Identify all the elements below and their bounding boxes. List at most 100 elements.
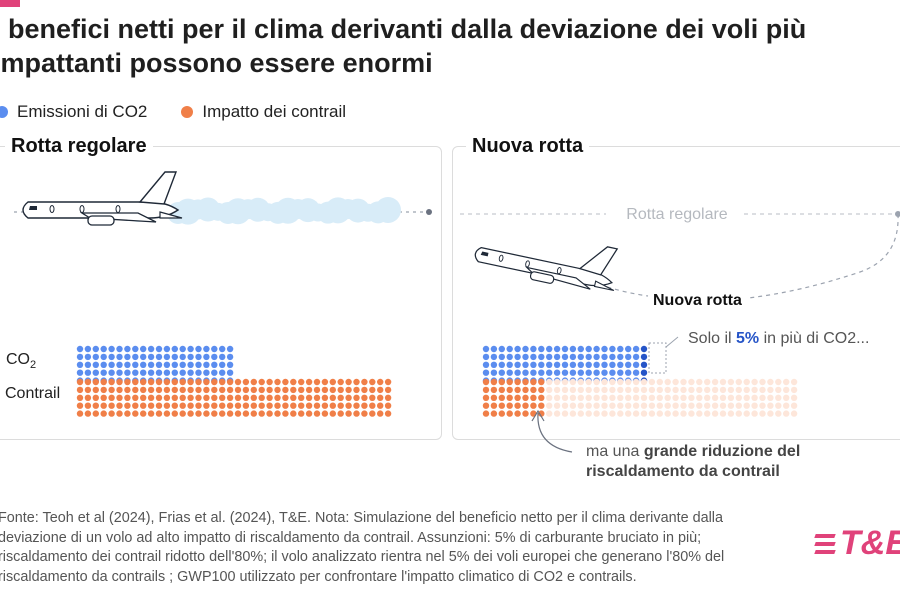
contrail-dot: [321, 378, 329, 386]
co2-dot: [226, 369, 234, 376]
contrail-avoided-dot: [743, 402, 750, 409]
co2-dot: [593, 353, 600, 361]
co2-dot: [482, 369, 490, 376]
co2-dot: [140, 345, 147, 353]
contrail-avoided-dot: [735, 394, 742, 401]
contrail-avoided-dot: [577, 378, 584, 386]
contrail-dot: [100, 378, 107, 386]
co2-dot: [140, 361, 147, 368]
contrail-dot: [482, 386, 490, 394]
contrail-dot: [298, 394, 305, 401]
co2-dot: [601, 369, 608, 376]
contrail-avoided-dot: [672, 410, 679, 417]
co2-dot: [569, 353, 577, 361]
contrail-dot: [147, 394, 155, 401]
contrail-dot: [155, 410, 163, 417]
contrail-dot: [290, 402, 297, 409]
contrail-avoided-dot: [719, 402, 727, 409]
legend: Emissioni di CO2 Impatto dei contrail: [0, 102, 380, 122]
contrail-avoided-dot: [593, 402, 600, 409]
contrail-dot: [132, 386, 139, 394]
co2-dot: [226, 345, 234, 353]
co2-dot: [617, 369, 624, 376]
contrail-dot: [530, 386, 537, 394]
contrail-avoided-dot: [704, 386, 711, 394]
co2-dot: [76, 345, 84, 353]
contrail-dot: [290, 386, 297, 394]
contrail-dot: [163, 378, 171, 386]
row-label-contrail: Contrail: [5, 385, 60, 402]
co2-dot: [482, 345, 490, 353]
contrail-avoided-dot: [648, 394, 656, 401]
co2-dot: [522, 369, 529, 376]
title-line-1: I benefici netti per il clima derivanti …: [0, 14, 807, 44]
co2-dot: [546, 361, 553, 368]
co2-dot: [490, 353, 498, 361]
contrail-dot: [234, 386, 242, 394]
contrail-dot: [274, 402, 281, 409]
contrail-dot: [124, 410, 131, 417]
contrail-dot: [369, 394, 376, 401]
contrail-dot: [147, 386, 155, 394]
footnote: Fonte: Teoh et al (2024), Frias et al. (…: [0, 509, 788, 587]
contrail-avoided-dot: [790, 402, 798, 409]
legend-contrail-dot-icon: [181, 106, 194, 118]
co2-dot: [108, 369, 115, 376]
contrail-dot: [124, 394, 131, 401]
contrail-avoided-dot: [790, 378, 798, 386]
contrail-avoided-dot: [640, 394, 648, 401]
co2-dot: [561, 369, 569, 376]
co2-dot: [92, 369, 100, 376]
label-regular-route-faded: Rotta regolare: [626, 206, 727, 223]
contrail-dot: [377, 394, 384, 401]
contrail-dot: [384, 402, 392, 409]
legend-item-co2: Emissioni di CO2: [0, 102, 147, 122]
contrail-dot: [298, 402, 305, 409]
contrail-dot: [140, 394, 147, 401]
contrail-avoided-dot: [625, 386, 632, 394]
contrail-dot: [203, 402, 210, 409]
contrail-avoided-dot: [672, 386, 679, 394]
contrail-avoided-dot: [783, 410, 790, 417]
contrail-dot: [282, 402, 289, 409]
contrail-dot: [506, 402, 513, 409]
contrail-avoided-dot: [790, 410, 798, 417]
contrail-dot: [538, 410, 545, 417]
contrail-dot: [155, 394, 163, 401]
co2-dot: [632, 345, 640, 353]
contrail-avoided-dot: [585, 402, 592, 409]
contrail-avoided-dot: [601, 402, 608, 409]
co2-dot: [132, 369, 139, 376]
contrail-avoided-dot: [664, 378, 671, 386]
co2-dot: [195, 369, 202, 376]
contrail-dot: [313, 386, 321, 394]
co2-dot: [569, 345, 577, 353]
co2-dot: [553, 361, 561, 368]
contrail-dot: [108, 402, 115, 409]
contrail-avoided-dot: [664, 386, 671, 394]
contrail-avoided-dot: [680, 386, 687, 394]
contrail-dot: [92, 394, 100, 401]
contrail-avoided-dot: [569, 410, 577, 417]
co2-extra-dot: [640, 361, 648, 368]
contrail-avoided-dot: [561, 402, 569, 409]
co2-dot: [195, 361, 202, 368]
contrail-avoided-dot: [577, 386, 584, 394]
contrail-dot: [490, 402, 498, 409]
contrail-dot: [506, 394, 513, 401]
contrail-dot: [522, 386, 529, 394]
co2-dot: [92, 361, 100, 368]
co2-dot: [195, 345, 202, 353]
contrail-dot: [100, 394, 107, 401]
contrail-dot: [116, 410, 123, 417]
contrail-avoided-dot: [632, 410, 640, 417]
contrail-dot: [203, 386, 210, 394]
contrail-avoided-dot: [593, 394, 600, 401]
co2-dot: [155, 369, 163, 376]
contrail-avoided-dot: [553, 410, 561, 417]
co2-dot: [92, 345, 100, 353]
contrail-dot: [345, 410, 352, 417]
co2-dot: [617, 345, 624, 353]
contrail-dot: [171, 394, 178, 401]
contrail-dot: [282, 394, 289, 401]
